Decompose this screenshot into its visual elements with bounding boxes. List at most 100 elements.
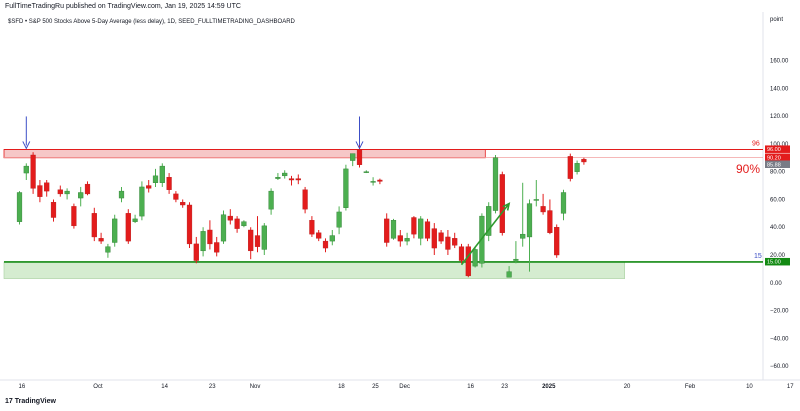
candle-body[interactable] [411,217,417,235]
candle-body[interactable] [554,227,560,256]
candle-body[interactable] [91,213,97,238]
candle-body[interactable] [214,242,220,253]
y-tick-label: 40.00 [770,225,786,231]
price-tag [765,145,790,153]
candle-body[interactable] [16,192,23,222]
candle-body[interactable] [540,206,546,213]
y-tick-label: 100.00 [770,142,789,148]
candle-body[interactable] [98,238,104,242]
candle-body[interactable] [234,218,240,229]
candle-body[interactable] [458,246,465,261]
candle-body[interactable] [560,192,567,214]
candle-body[interactable] [146,185,152,189]
candle-body[interactable] [329,235,335,242]
candle-body[interactable] [506,271,512,278]
y-tick-label: 60.00 [770,197,786,203]
candle-body[interactable] [390,220,397,239]
candle-body[interactable] [37,185,43,197]
x-tick-label: 16 [19,384,26,390]
candle-body[interactable] [254,235,261,247]
candle-body[interactable] [316,232,322,239]
candle-body[interactable] [472,249,478,267]
candle-body[interactable] [84,183,91,195]
candle-body[interactable] [526,203,533,238]
candle-body[interactable] [492,157,499,211]
candle-body[interactable] [241,221,247,227]
candle-body[interactable] [173,193,179,200]
candle-body[interactable] [186,204,193,245]
candle-body[interactable] [64,190,70,195]
candle-body[interactable] [132,218,138,222]
candle-body[interactable] [520,233,526,239]
candle-body[interactable] [424,221,431,239]
candle-body[interactable] [200,231,206,252]
candle-body[interactable] [513,258,519,261]
candle-body[interactable] [71,206,77,227]
tradingview-brand[interactable]: 17 TradingView [5,398,56,405]
candle-body[interactable] [220,214,227,242]
candle-body[interactable] [207,229,213,245]
candle-body[interactable] [377,179,383,182]
candle-body[interactable] [567,156,573,179]
candle-body[interactable] [418,218,424,239]
price-tag-label: 96.00 [767,147,781,153]
candle-body[interactable] [227,215,233,221]
candle-body[interactable] [193,243,199,261]
candle-body[interactable] [23,165,29,174]
candle-body[interactable] [112,218,118,243]
candle-body[interactable] [30,154,36,189]
candle-body[interactable] [465,246,471,277]
candle-body[interactable] [302,189,308,210]
candle-body[interactable] [139,186,145,217]
candle-body[interactable] [336,211,342,228]
candle-body[interactable] [499,174,505,233]
candle-body[interactable] [574,163,580,172]
candle-body[interactable] [438,232,444,242]
arrow-down-icon [22,141,31,150]
candle-body[interactable] [261,225,267,250]
candle-body[interactable] [57,189,63,195]
candle-body[interactable] [152,175,159,183]
candle-body[interactable] [445,236,451,250]
x-tick-label: 18 [338,384,345,390]
candle-body[interactable] [180,202,186,206]
candle-body[interactable] [275,177,281,179]
candle-body[interactable] [248,229,254,252]
candle-body[interactable] [50,202,57,218]
candle-body[interactable] [547,210,553,233]
candle-body[interactable] [384,218,390,243]
price-tag-label: 15.00 [767,260,781,266]
candle-body[interactable] [295,178,301,181]
x-tick-label: 10 [746,384,753,390]
candle-body[interactable] [431,228,437,249]
candle-body[interactable] [581,158,587,163]
candle-body[interactable] [452,238,458,246]
candle-body[interactable] [363,171,369,173]
candle-body[interactable] [288,178,295,181]
candle-body[interactable] [533,199,539,201]
resistance-zone[interactable] [3,149,486,159]
candle-body[interactable] [486,206,492,236]
candle-body[interactable] [343,168,349,208]
candle-body[interactable] [356,149,363,165]
trend-arrow-line[interactable] [460,203,510,266]
candle-body[interactable] [268,190,274,210]
candle-body[interactable] [118,190,125,199]
candle-body[interactable] [125,213,131,242]
candle-body[interactable] [370,181,376,183]
candle-body[interactable] [397,235,403,242]
support-zone[interactable] [3,261,626,279]
candle-body[interactable] [282,172,288,177]
candle-body[interactable] [159,165,165,183]
candle-body[interactable] [309,220,315,235]
tradingview-brand-label: TradingView [14,398,56,405]
percent-annotation: 90% [736,162,760,176]
candle-body[interactable] [404,238,410,242]
candle-body[interactable] [44,182,50,192]
candle-body[interactable] [166,177,172,190]
candle-body[interactable] [78,192,84,199]
candle-body[interactable] [350,153,356,161]
candle-body[interactable] [105,246,111,253]
candle-body[interactable] [322,240,329,249]
